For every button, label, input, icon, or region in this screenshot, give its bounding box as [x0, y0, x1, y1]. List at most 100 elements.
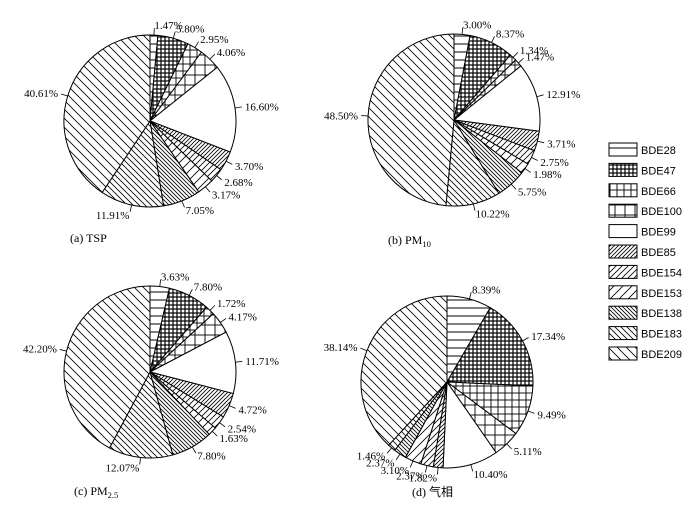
- data-label: 7.80%: [197, 451, 225, 463]
- legend-item-bde28: BDE28: [608, 142, 676, 157]
- slice-bde99: [149, 66, 237, 153]
- data-label: 2.75%: [540, 157, 568, 169]
- data-label: 4.72%: [238, 405, 266, 417]
- data-label: 9.49%: [537, 409, 565, 421]
- leader-line: [225, 160, 233, 165]
- pie-4: 8.39%17.34%9.49%5.11%10.40%1.82%2.37%3.1…: [324, 284, 566, 499]
- leader-line: [536, 94, 544, 98]
- data-label: 3.10%: [381, 465, 409, 477]
- legend-label: BDE85: [641, 247, 676, 259]
- data-label: 38.14%: [324, 342, 358, 354]
- leader-line: [470, 464, 474, 472]
- leader-line: [531, 157, 538, 161]
- data-label: 2.95%: [200, 34, 228, 46]
- data-label: 7.80%: [194, 282, 222, 294]
- leader-line: [518, 57, 524, 64]
- slice-bde209: [63, 34, 151, 194]
- legend-item-bde47: BDE47: [608, 162, 676, 177]
- legend-label: BDE154: [641, 267, 682, 279]
- data-label: 2.54%: [228, 424, 256, 436]
- data-label: 12.91%: [546, 89, 580, 101]
- legend-swatch: [608, 183, 638, 198]
- legend-label: BDE153: [641, 288, 682, 300]
- legend-label: BDE47: [641, 165, 676, 177]
- pie-2: 3.00% 8.37% 1.34%1.47% 12.91% 3.71% 2.75%1.98…: [324, 19, 580, 249]
- leader-line: [212, 431, 218, 437]
- leader-line: [386, 447, 392, 454]
- leader-line: [139, 457, 141, 465]
- legend-swatch: [608, 224, 638, 239]
- pie-caption: (c) PM2.5: [74, 484, 118, 500]
- leader-line: [172, 31, 176, 39]
- leader-line: [491, 36, 495, 43]
- slice-bde209: [360, 295, 448, 446]
- data-label: 3.71%: [547, 139, 575, 151]
- leader-line: [437, 467, 439, 475]
- legend-item-bde85: BDE85: [608, 244, 676, 259]
- data-label: 1.63%: [220, 433, 248, 445]
- pie-3: 3.63% 7.80% 1.72% 4.17% 11.71% 4.72% 2.54%1.63…: [23, 272, 279, 500]
- data-label: 5.75%: [518, 187, 546, 199]
- leader-line: [129, 204, 132, 212]
- data-label: 3.00%: [463, 19, 491, 31]
- legend-swatch: [608, 264, 638, 279]
- pie-1: 1.47%5.80%2.95%4.06% 16.60% 3.70% 2.68%3.17…: [24, 20, 279, 245]
- legend-item-bde183: BDE183: [608, 326, 682, 341]
- slice-bde47: [446, 306, 534, 387]
- slice-bde183: [108, 370, 174, 459]
- leader-line: [59, 349, 67, 352]
- data-label: 4.06%: [217, 47, 245, 59]
- leader-line: [220, 318, 227, 323]
- data-label: 7.05%: [186, 205, 214, 217]
- leader-line: [461, 27, 464, 35]
- data-label: 1.82%: [409, 473, 437, 485]
- legend-label: BDE66: [641, 186, 676, 198]
- data-label: 42.20%: [23, 344, 57, 356]
- leader-line: [360, 347, 368, 352]
- leader-line: [216, 175, 223, 181]
- slice-bde183: [101, 119, 165, 208]
- legend-label: BDE183: [641, 329, 682, 341]
- legend-item-bde209: BDE209: [608, 346, 682, 361]
- data-label: 12.07%: [105, 462, 139, 474]
- data-label: 4.17%: [229, 312, 257, 324]
- leader-line: [234, 106, 242, 109]
- leader-line: [506, 443, 512, 450]
- data-label: 17.34%: [531, 331, 565, 343]
- slice-bde99: [148, 331, 237, 395]
- leader-line: [537, 140, 545, 144]
- leader-line: [512, 52, 519, 58]
- data-label: 40.61%: [24, 88, 58, 100]
- pie-caption: (b) PM10: [388, 233, 431, 249]
- legend-item-bde153: BDE153: [608, 285, 682, 300]
- pie-caption: (a) TSP: [70, 231, 107, 245]
- legend-label: BDE28: [641, 145, 676, 157]
- legend-swatch: [608, 162, 638, 177]
- data-label: 11.71%: [245, 356, 279, 368]
- legend-label: BDE138: [641, 308, 682, 320]
- leader-line: [409, 460, 414, 468]
- leader-line: [209, 305, 216, 311]
- data-label: 16.60%: [245, 102, 279, 114]
- data-label: 5.80%: [176, 24, 204, 36]
- leader-line: [205, 186, 211, 193]
- leader-line: [424, 465, 428, 473]
- data-label: 1.47%: [526, 51, 554, 63]
- data-label: 2.37%: [396, 470, 424, 482]
- legend-swatch: [608, 142, 638, 157]
- data-label: 1.72%: [217, 298, 245, 310]
- legend-item-bde138: BDE138: [608, 305, 682, 320]
- legend-item-bde154: BDE154: [608, 264, 682, 279]
- data-label: 5.11%: [514, 446, 542, 458]
- leader-line: [188, 289, 193, 296]
- legend-label: BDE99: [641, 227, 676, 239]
- legend-item-bde100: BDE100: [608, 203, 682, 218]
- leader-line: [472, 203, 476, 211]
- leader-line: [194, 41, 199, 48]
- leader-line: [159, 279, 161, 287]
- legend-swatch: [608, 305, 638, 320]
- legend-item-bde66: BDE66: [608, 183, 676, 198]
- data-label: 48.50%: [324, 111, 358, 123]
